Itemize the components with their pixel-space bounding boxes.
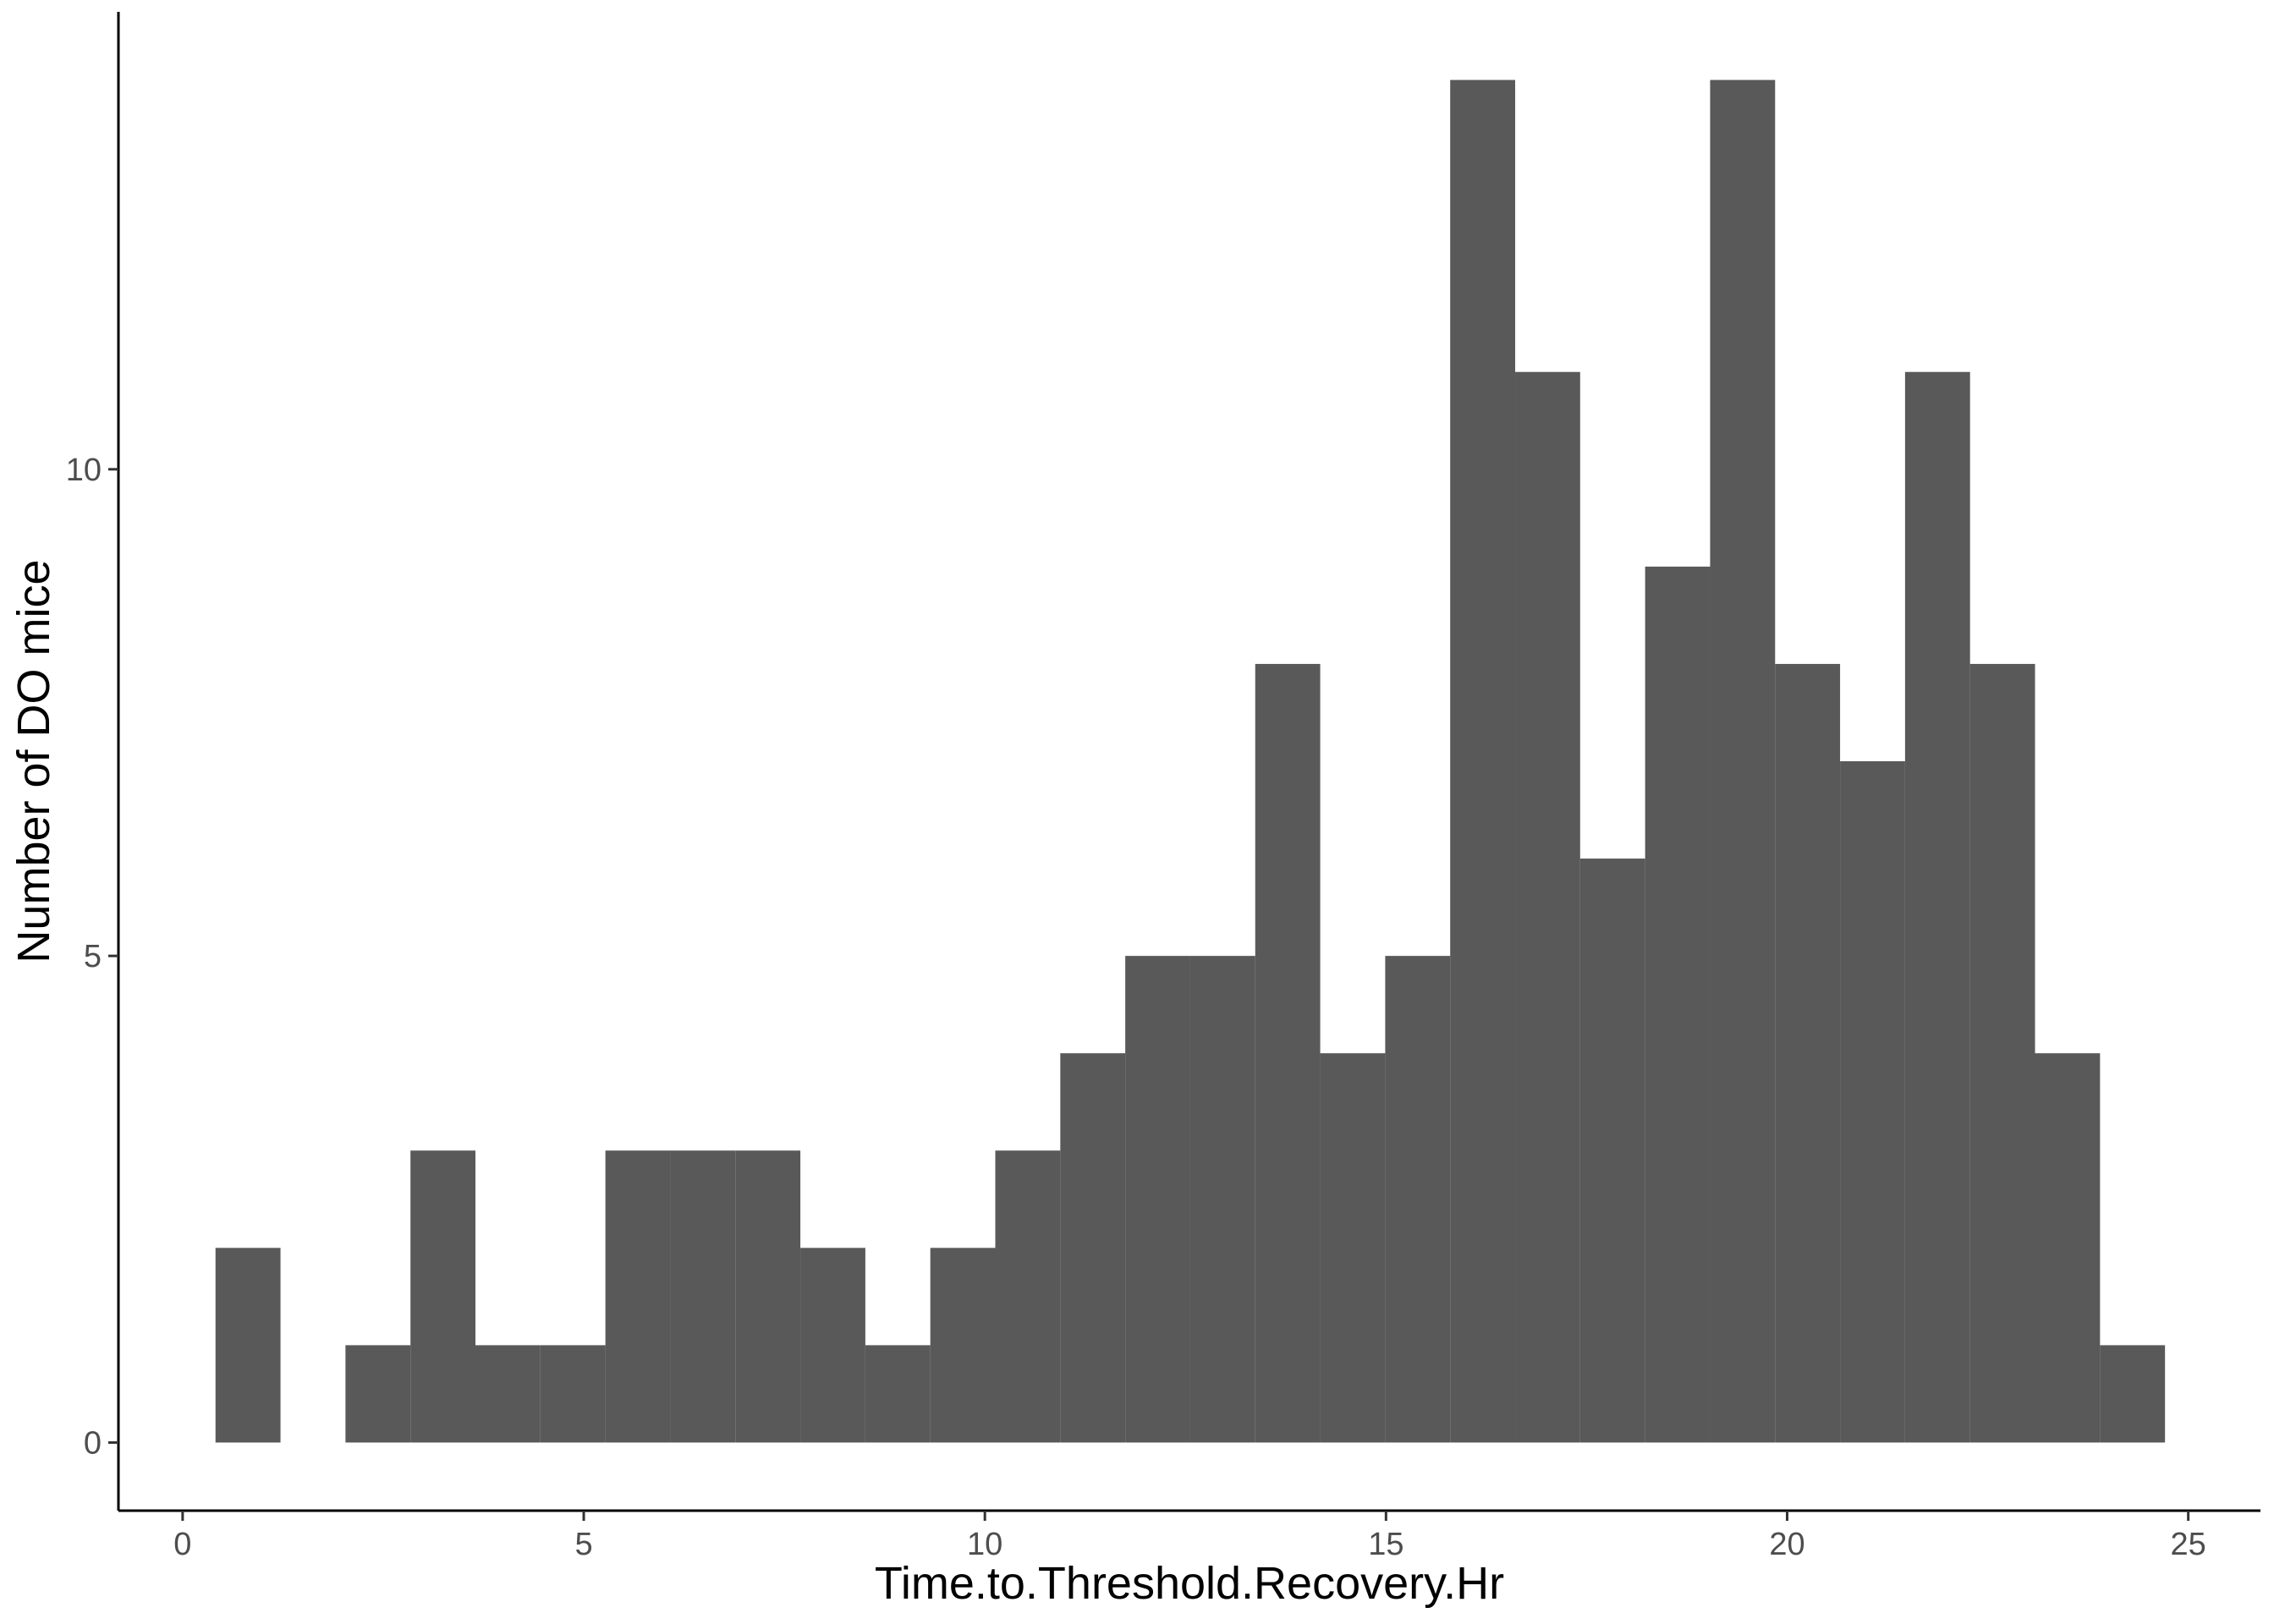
x-axis-ticks: 0 5 10 15 20 25 [173,1511,2206,1562]
histogram-bar [345,1345,411,1443]
y-axis-ticks: 0 5 10 [66,453,118,1461]
histogram-bar [1515,371,1580,1443]
histogram-bar [670,1150,736,1443]
histogram-bar [1385,956,1451,1443]
y-axis-title: Number of DO mice [8,559,59,963]
histogram-bar [1904,371,1970,1443]
histogram-bar [800,1248,865,1443]
histogram-bars [215,80,2166,1443]
histogram-bar [540,1345,606,1443]
histogram-bar [2100,1345,2166,1443]
histogram-bar [1645,566,1711,1443]
x-tick-label: 0 [173,1527,191,1562]
x-tick-label: 5 [574,1527,592,1562]
histogram-bar [1125,956,1190,1443]
histogram-bar [1060,1053,1126,1443]
histogram-bar [1189,956,1255,1443]
y-tick-label: 5 [84,939,102,974]
x-tick-label: 25 [2171,1527,2206,1562]
histogram-bar [1840,761,1905,1443]
x-axis-title: Time.to.Threshold.Recovery.Hr [875,1558,1504,1609]
x-tick-label: 20 [1769,1527,1804,1562]
y-tick-label: 0 [84,1425,102,1461]
histogram-bar [605,1150,671,1443]
histogram-bar [995,1150,1061,1443]
histogram-bar [1710,80,1776,1443]
histogram-bar [2035,1053,2101,1443]
axes [117,12,2260,1512]
histogram-bar [215,1248,281,1443]
histogram-bar [1579,859,1645,1443]
histogram-bar [865,1345,931,1443]
histogram-bar [735,1150,801,1443]
x-tick-label: 10 [967,1527,1002,1562]
histogram-bar [410,1150,475,1443]
histogram-bar [930,1248,996,1443]
histogram-bar [1450,80,1516,1443]
histogram-bar [1775,663,1841,1443]
histogram-bar [1320,1053,1386,1443]
histogram-bar [1255,663,1321,1443]
x-tick-label: 15 [1368,1527,1403,1562]
y-tick-label: 10 [66,453,102,488]
histogram-bar [475,1345,541,1443]
histogram-bar [1969,663,2035,1443]
